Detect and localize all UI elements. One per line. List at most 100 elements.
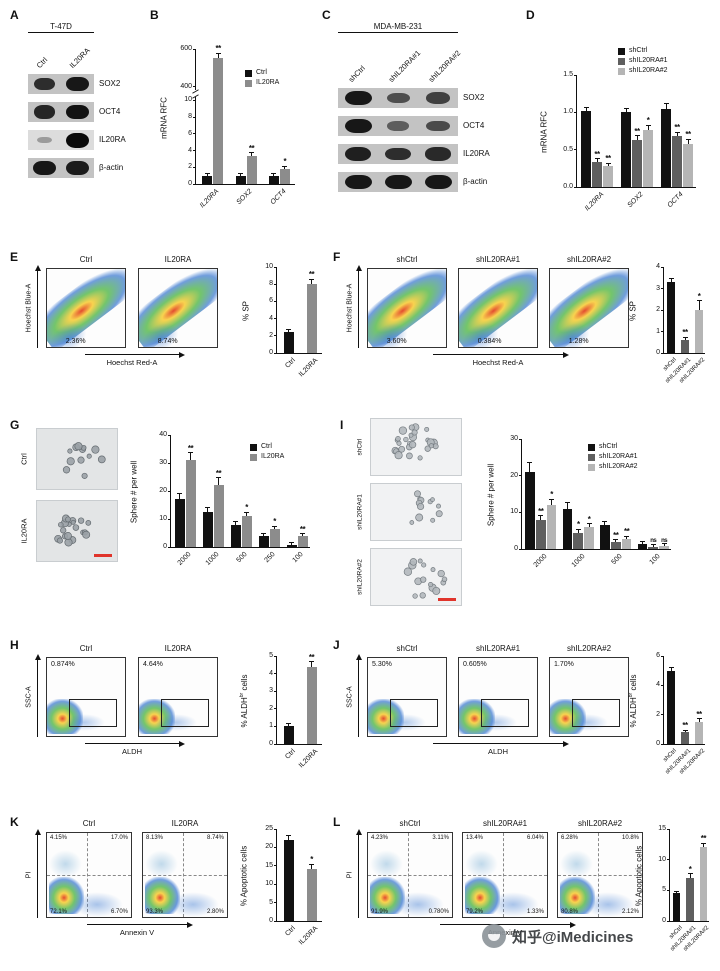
- bar: [661, 108, 671, 187]
- flow-plot-title: IL20RA: [164, 644, 192, 653]
- flow-y-axis-arrowhead: [355, 265, 362, 271]
- quadrant-percent-ll: 80.8%: [561, 909, 579, 915]
- significance-mark: *: [688, 864, 692, 874]
- y-axis-tick-label: 4: [188, 146, 192, 154]
- error-bar-cap: [613, 539, 619, 541]
- error-bar: [540, 516, 542, 520]
- error-bar-cap: [286, 329, 291, 331]
- x-category-label: SOX2: [235, 188, 254, 207]
- y-axis-tick: [574, 186, 577, 188]
- error-bar: [566, 503, 568, 509]
- flow-y-axis-label: SSC-A: [25, 686, 33, 708]
- bar: [297, 535, 308, 547]
- x-category-label: 100: [291, 551, 305, 565]
- gate-percent: 1.70%: [554, 661, 574, 668]
- bar: [268, 175, 279, 184]
- superscript: br: [628, 692, 635, 698]
- flow-x-axis-label: Annexin V: [119, 928, 155, 937]
- bar: [659, 546, 669, 549]
- significance-mark: **: [605, 154, 611, 164]
- error-bar: [288, 836, 289, 841]
- error-bar-cap: [188, 452, 193, 454]
- error-bar-cap: [309, 863, 314, 865]
- y-axis-tick: [193, 183, 196, 185]
- bar: [667, 282, 675, 353]
- protein-band: [425, 92, 451, 104]
- error-bar: [585, 107, 587, 111]
- bar: [695, 722, 703, 744]
- y-axis-tick: [661, 655, 664, 657]
- cell-cluster: [403, 558, 448, 599]
- quadrant-percent-ul: 6.28%: [561, 835, 579, 841]
- error-bar: [284, 166, 286, 169]
- error-bar: [240, 173, 241, 176]
- quadrant-percent-lr: 6.70%: [110, 909, 128, 915]
- density-blob: [464, 876, 500, 914]
- y-axis-tick-label: 15: [265, 861, 273, 869]
- density-tail: [383, 714, 427, 732]
- flow-plot: 4.23% 3.11% 91.9% 0.780%: [367, 832, 453, 918]
- y-axis-tick-label: 10: [159, 515, 167, 522]
- significance-mark: **: [187, 443, 194, 453]
- y-axis-tick-label: 0: [656, 740, 660, 747]
- error-bar: [636, 136, 638, 140]
- bar: [306, 284, 317, 353]
- significance-mark: *: [697, 291, 701, 301]
- significance-mark: *: [550, 490, 553, 499]
- flow-plot: 1.28%: [549, 268, 629, 348]
- panel-K-apoptosis: K Ctrl 4.15% 17.0% 72.1% 6.70% IL20RA 8.13% 8.7…: [10, 810, 328, 970]
- aldh-gate: [389, 698, 439, 727]
- y-axis-tick-label: 0: [514, 545, 518, 552]
- bar: [283, 840, 294, 921]
- flow-plot-title: shIL20RA#1: [482, 819, 528, 828]
- protein-band: [344, 147, 372, 161]
- error-bar: [670, 668, 672, 671]
- image-row-label: Ctrl: [19, 453, 29, 465]
- significance-mark: *: [646, 116, 650, 126]
- y-axis-tick-label: 0: [662, 917, 666, 924]
- legend-swatch: [618, 48, 625, 55]
- quadrant-divider-h: [47, 875, 131, 876]
- y-axis-tick: [193, 133, 196, 135]
- blot-band-row: [28, 74, 94, 94]
- bar: [667, 670, 675, 744]
- y-axis-tick: [661, 714, 664, 716]
- quadrant-percent-ll: 72.1%: [50, 909, 68, 915]
- density-blob: [559, 876, 595, 914]
- y-axis-tick: [519, 548, 522, 550]
- flow-x-axis-arrowhead: [187, 921, 194, 928]
- legend-swatch: [618, 68, 625, 75]
- aldh-gate: [480, 698, 530, 727]
- error-bar: [251, 153, 252, 157]
- bar: [213, 58, 224, 184]
- protein-band: [344, 174, 372, 190]
- y-axis-tick-label: 4: [656, 263, 660, 270]
- error-bar-cap: [645, 124, 651, 126]
- flow-plot: 0.605%: [458, 657, 538, 737]
- quadrant-percent-ll: 79.2%: [466, 909, 484, 915]
- y-axis-tick-label: 0: [269, 740, 273, 747]
- error-bar: [190, 453, 191, 461]
- panel-A-western-blot: A T-47D Ctrl IL20RA SOX2 OCT4 IL20RA β-actin: [10, 8, 155, 240]
- y-axis-tick-label: 4: [269, 669, 273, 677]
- error-bar: [273, 173, 275, 176]
- flow-x-axis-label: Hoechst Red-A: [106, 358, 158, 367]
- y-axis-tick-label: 8: [269, 280, 273, 288]
- y-axis-title: % Apoptotic cells: [239, 845, 249, 907]
- significance-mark: *: [310, 855, 313, 865]
- flow-x-axis-arrowhead: [179, 740, 186, 747]
- panel-B-label: B: [150, 8, 159, 22]
- flow-x-axis-arrowhead: [563, 351, 569, 358]
- error-bar: [311, 279, 312, 285]
- error-bar-cap: [215, 52, 221, 54]
- error-bar-cap: [700, 842, 706, 844]
- significance-mark: *: [283, 157, 287, 167]
- error-bar-cap: [674, 890, 680, 892]
- legend-swatch: [618, 58, 625, 65]
- error-bar-cap: [696, 300, 702, 302]
- error-bar-cap: [663, 103, 669, 105]
- y-axis-tick: [274, 846, 277, 848]
- legend-swatch: [588, 444, 595, 451]
- y-axis-tick: [274, 902, 277, 904]
